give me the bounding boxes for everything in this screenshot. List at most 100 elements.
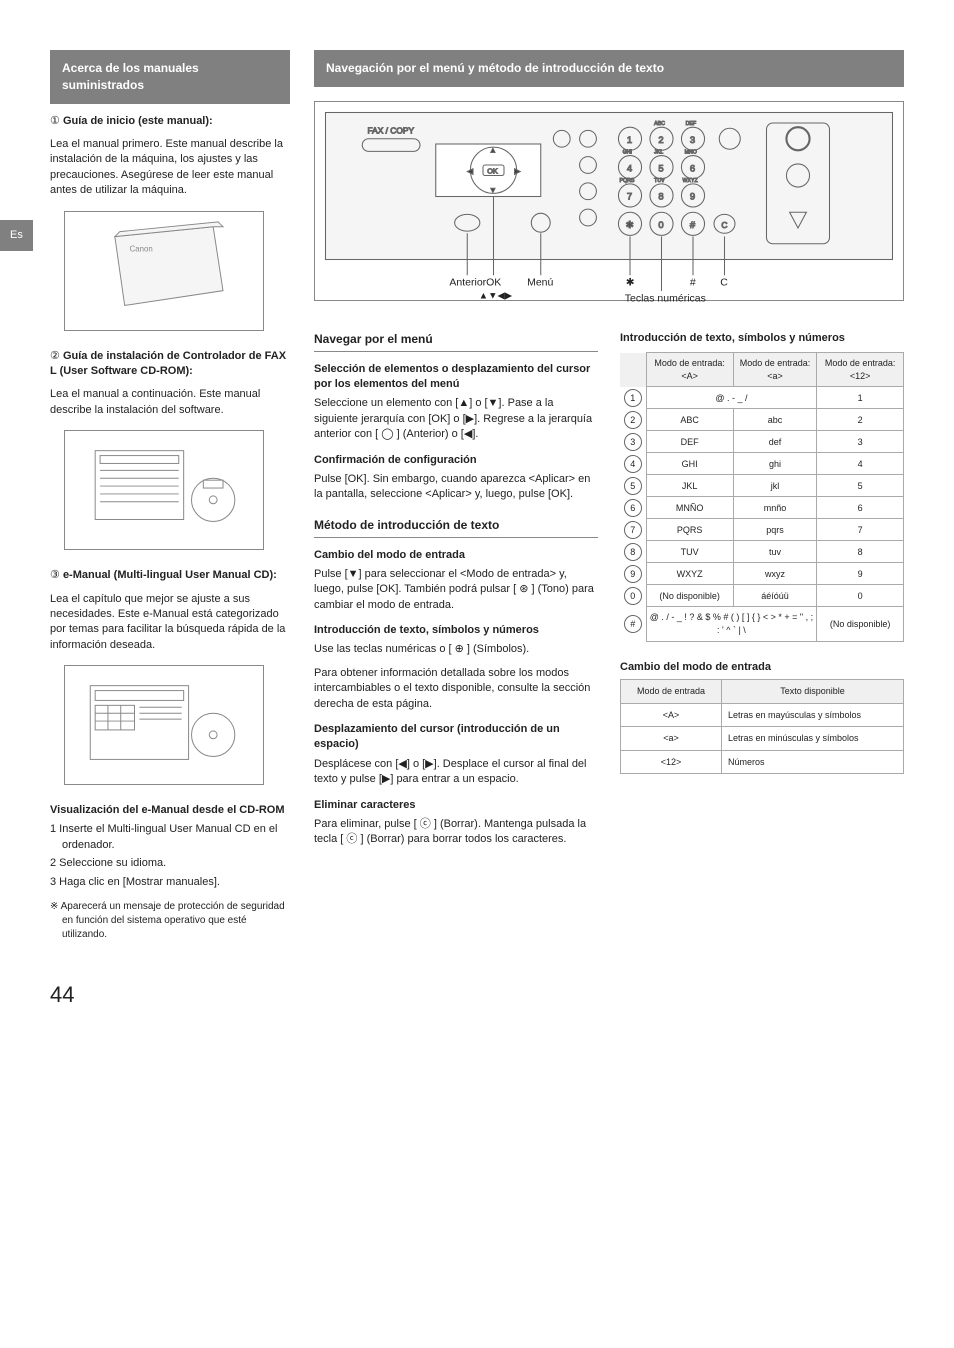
table-cell: 6 (817, 497, 904, 519)
table-cell: 7 (817, 519, 904, 541)
table-header: Modo de entrada: <a> (733, 353, 817, 387)
svg-text:PQRS: PQRS (620, 178, 635, 184)
svg-text:Canon: Canon (130, 244, 153, 253)
key-cell: 0 (620, 585, 646, 607)
key-cell: 7 (620, 519, 646, 541)
svg-text:3: 3 (690, 135, 695, 146)
table-row: 0(No disponible)áéíóúü0 (620, 585, 904, 607)
table-cell: 4 (817, 453, 904, 475)
nav-sel-body: Seleccione un elemento con [▲] o [▼]. Pa… (314, 396, 598, 442)
table-cell: WXYZ (646, 563, 733, 585)
table-header: Texto disponible (722, 679, 904, 703)
svg-text:Teclas numéricas: Teclas numéricas (625, 292, 706, 304)
key-icon: 1 (624, 389, 642, 407)
table-row: 4GHIghi4 (620, 453, 904, 475)
table-cell: (No disponible) (646, 585, 733, 607)
key-cell: 2 (620, 409, 646, 431)
svg-text:GHI: GHI (623, 149, 632, 155)
svg-text:4: 4 (627, 163, 632, 174)
svg-text:TUV: TUV (654, 178, 665, 184)
svg-text:OK: OK (487, 166, 498, 175)
table-row: 8TUVtuv8 (620, 541, 904, 563)
table-cell: JKL (646, 475, 733, 497)
main-header: Navegación por el menú y método de intro… (314, 50, 904, 87)
table-row: 7PQRSpqrs7 (620, 519, 904, 541)
table-row: 3DEFdef3 (620, 431, 904, 453)
svg-text:MNO: MNO (685, 149, 697, 155)
manual-2: ② Guía de instalación de Controlador de … (50, 349, 290, 380)
input-heading: Método de introducción de texto (314, 517, 598, 538)
circled-3-icon: ③ (50, 568, 60, 583)
key-icon: 8 (624, 543, 642, 561)
svg-text:7: 7 (627, 191, 632, 202)
key-cell: 3 (620, 431, 646, 453)
table-row: 2ABCabc2 (620, 409, 904, 431)
table-row: 1@ . - _ /1 (620, 387, 904, 409)
input-text-body2: Para obtener información detallada sobre… (314, 666, 598, 712)
key-icon: 3 (624, 433, 642, 451)
input-mode-body: Pulse [▼] para seleccionar el <Modo de e… (314, 567, 598, 613)
delete-title: Eliminar caracteres (314, 798, 598, 813)
table-cell: 2 (817, 409, 904, 431)
svg-text:0: 0 (658, 220, 663, 231)
mode-table: Modo de entrada Texto disponible <A>Letr… (620, 679, 904, 774)
manual-2-body: Lea el manual a continuación. Este manua… (50, 387, 290, 418)
col-left: Navegar por el menú Selección de element… (314, 317, 598, 856)
svg-text:C: C (720, 277, 728, 289)
table-row: #@ . / - _ ! ? & $ % # ( ) [ ] { } < > *… (620, 607, 904, 641)
main-content: Navegación por el menú y método de intro… (314, 50, 904, 950)
svg-text:WXYZ: WXYZ (683, 178, 699, 184)
table-cell: 3 (817, 431, 904, 453)
nav-sel-title: Selección de elementos o desplazamiento … (314, 362, 598, 393)
manual-2-title: Guía de instalación de Controlador de FA… (50, 350, 286, 377)
nav-conf-title: Confirmación de configuración (314, 453, 598, 468)
table-cell: 8 (817, 541, 904, 563)
key-cell: 8 (620, 541, 646, 563)
svg-text:9: 9 (690, 191, 695, 202)
svg-text:✱: ✱ (626, 277, 635, 289)
key-icon: 7 (624, 521, 642, 539)
input-text-body1: Use las teclas numéricas o [ ⊕ ] (Símbol… (314, 642, 598, 657)
language-tab: Es (0, 220, 33, 251)
key-cell: 6 (620, 497, 646, 519)
table-cell: <a> (621, 727, 722, 751)
illustration-software-install (64, 430, 264, 550)
svg-text:6: 6 (690, 163, 695, 174)
key-icon: 9 (624, 565, 642, 583)
table-header: Modo de entrada: <A> (646, 353, 733, 387)
svg-text:▲▼◀▶: ▲▼◀▶ (479, 290, 512, 301)
input-mode-title: Cambio del modo de entrada (314, 548, 598, 563)
key-cell: # (620, 607, 646, 641)
list-item: 3 Haga clic en [Mostrar manuales]. (50, 875, 290, 890)
manual-3-title: e-Manual (Multi-lingual User Manual CD): (63, 569, 277, 581)
svg-text:8: 8 (658, 191, 663, 202)
view-cd-steps: 1 Inserte el Multi-lingual User Manual C… (50, 822, 290, 890)
circled-2-icon: ② (50, 349, 60, 364)
table-cell: jkl (733, 475, 817, 497)
table-row: <A>Letras en mayúsculas y símbolos (621, 703, 904, 727)
list-item: 2 Seleccione su idioma. (50, 856, 290, 871)
keymap-table: Modo de entrada: <A> Modo de entrada: <a… (620, 352, 904, 641)
table-cell: Letras en mayúsculas y símbolos (722, 703, 904, 727)
right-text-title: Introducción de texto, símbolos y número… (620, 331, 904, 346)
table-cell: <12> (621, 750, 722, 774)
table-cell: @ . / - _ ! ? & $ % # ( ) [ ] { } < > * … (646, 607, 817, 641)
table-header-blank (620, 353, 646, 387)
svg-text:Menú: Menú (527, 277, 553, 289)
list-item: 1 Inserte el Multi-lingual User Manual C… (50, 822, 290, 853)
mode-change-title: Cambio del modo de entrada (620, 660, 904, 675)
table-cell: 5 (817, 475, 904, 497)
key-cell: 1 (620, 387, 646, 409)
illustration-control-panel: FAX / COPY OK ▲ ▼ ◀ ▶ (314, 101, 904, 301)
table-cell: pqrs (733, 519, 817, 541)
key-icon: 6 (624, 499, 642, 517)
svg-text:#: # (690, 220, 696, 231)
table-cell: ABC (646, 409, 733, 431)
table-row: 9WXYZwxyz9 (620, 563, 904, 585)
nav-conf-body: Pulse [OK]. Sin embargo, cuando aparezca… (314, 472, 598, 503)
table-cell: <A> (621, 703, 722, 727)
key-icon: 2 (624, 411, 642, 429)
key-icon: 0 (624, 587, 642, 605)
manual-3-body: Lea el capítulo que mejor se ajuste a su… (50, 592, 290, 654)
view-cd-title: Visualización del e-Manual desde el CD-R… (50, 803, 290, 818)
